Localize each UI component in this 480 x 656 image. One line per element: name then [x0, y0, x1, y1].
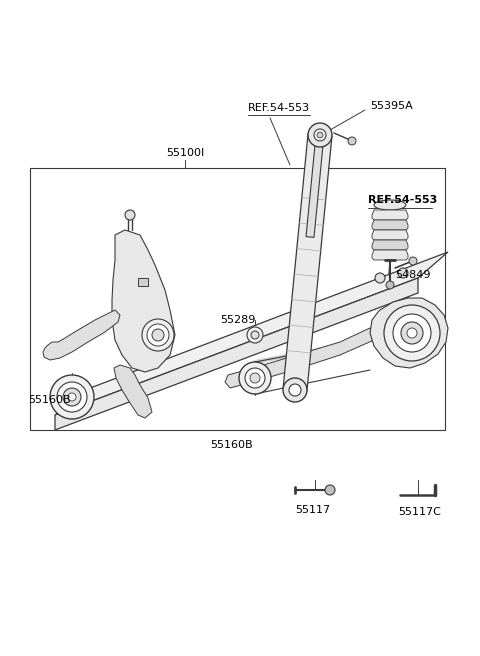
Circle shape	[308, 123, 332, 147]
Polygon shape	[372, 220, 408, 230]
Polygon shape	[372, 230, 408, 240]
Text: 55117C: 55117C	[398, 507, 441, 517]
Circle shape	[317, 132, 323, 138]
Circle shape	[375, 273, 385, 283]
Polygon shape	[43, 310, 120, 360]
Polygon shape	[370, 298, 448, 368]
Circle shape	[386, 281, 394, 289]
Text: 55117: 55117	[295, 505, 330, 515]
Text: REF.54-553: REF.54-553	[248, 103, 310, 113]
Circle shape	[125, 210, 135, 220]
Circle shape	[251, 331, 259, 339]
Text: 54849: 54849	[395, 270, 431, 280]
Circle shape	[384, 305, 440, 361]
Polygon shape	[55, 252, 448, 415]
Circle shape	[247, 327, 263, 343]
FancyBboxPatch shape	[138, 278, 148, 286]
Polygon shape	[306, 134, 324, 237]
Circle shape	[325, 485, 335, 495]
Circle shape	[289, 384, 301, 396]
Circle shape	[147, 324, 169, 346]
Circle shape	[152, 329, 164, 341]
Text: 55160B: 55160B	[28, 395, 71, 405]
Circle shape	[407, 328, 417, 338]
Polygon shape	[372, 210, 408, 220]
Polygon shape	[283, 134, 332, 391]
Text: 55160B: 55160B	[210, 440, 252, 450]
Circle shape	[57, 382, 87, 412]
Circle shape	[142, 319, 174, 351]
Circle shape	[283, 378, 307, 402]
Circle shape	[314, 129, 326, 141]
Text: 55395A: 55395A	[370, 101, 413, 111]
Circle shape	[409, 257, 417, 265]
Circle shape	[245, 368, 265, 388]
Polygon shape	[55, 278, 418, 430]
Polygon shape	[372, 250, 408, 260]
Circle shape	[348, 137, 356, 145]
Circle shape	[401, 322, 423, 344]
Text: 55100I: 55100I	[166, 148, 204, 158]
Polygon shape	[372, 240, 408, 250]
Polygon shape	[112, 230, 175, 372]
Ellipse shape	[374, 200, 406, 210]
Circle shape	[68, 393, 76, 401]
Text: 55289: 55289	[220, 315, 255, 325]
Circle shape	[63, 388, 81, 406]
Circle shape	[50, 375, 94, 419]
Polygon shape	[114, 365, 152, 418]
Circle shape	[393, 314, 431, 352]
Polygon shape	[225, 328, 374, 388]
Circle shape	[239, 362, 271, 394]
Circle shape	[398, 268, 408, 278]
Text: REF.54-553: REF.54-553	[368, 195, 437, 205]
Circle shape	[250, 373, 260, 383]
